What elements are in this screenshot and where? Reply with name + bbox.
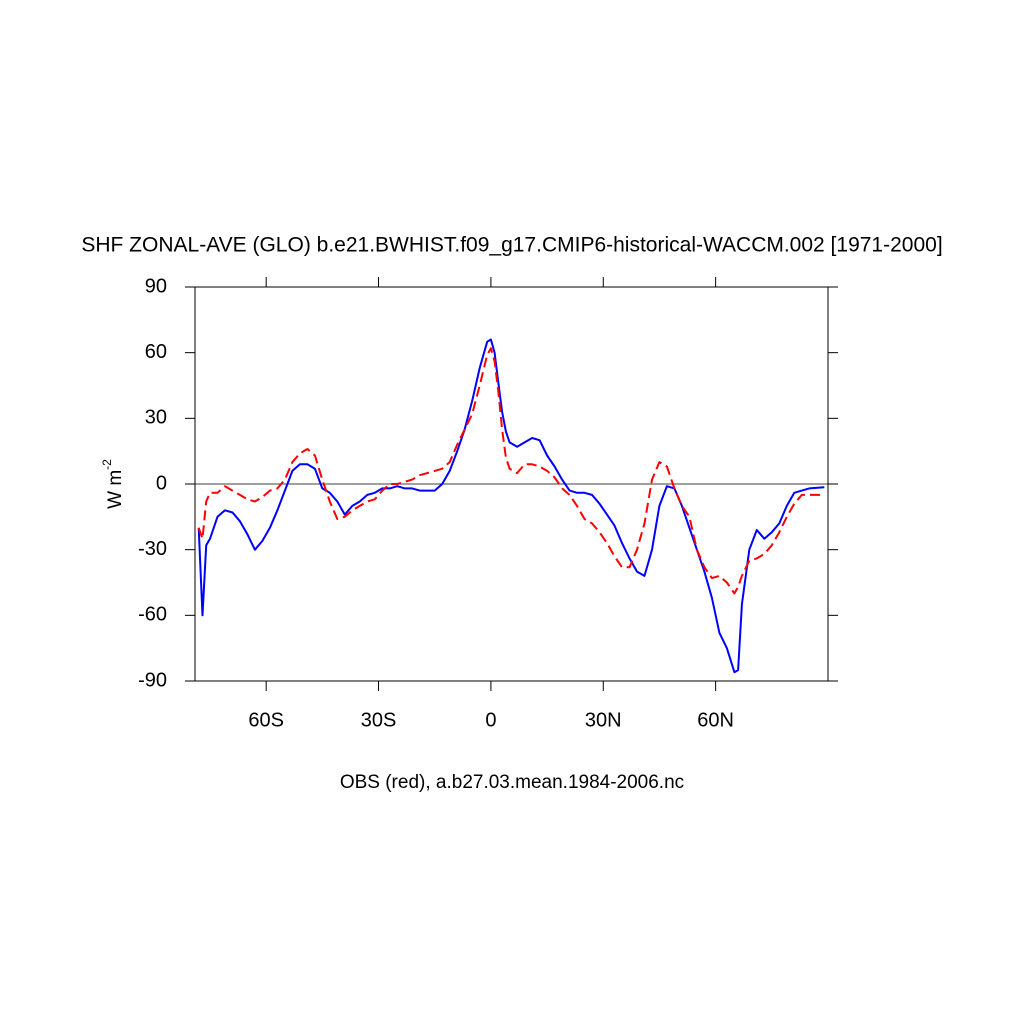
x-axis-label: OBS (red), a.b27.03.mean.1984-2006.nc (340, 772, 684, 793)
series-line (197, 347, 825, 595)
y-tick-label: 90 (145, 275, 167, 297)
x-tick-label: 30S (361, 709, 397, 731)
x-tick-label: 60S (248, 709, 284, 731)
x-tick-label: 0 (485, 709, 496, 731)
y-tick-label: 0 (156, 472, 167, 494)
y-tick-label: 30 (145, 407, 167, 429)
y-tick-label: 60 (145, 341, 167, 363)
y-tick-label: -60 (138, 604, 167, 626)
series-line (197, 338, 825, 674)
x-tick-label: 30N (585, 709, 622, 731)
y-axis-label-text: W m (105, 470, 126, 509)
y-axis-label-superscript: -2 (100, 459, 114, 470)
chart-title: SHF ZONAL-AVE (GLO) b.e21.BWHIST.f09_g17… (81, 234, 942, 257)
y-tick-label: -90 (138, 669, 167, 691)
y-axis-label: W m-2 (100, 459, 126, 509)
y-tick-label: -30 (138, 538, 167, 560)
x-tick-label: 60N (697, 709, 734, 731)
